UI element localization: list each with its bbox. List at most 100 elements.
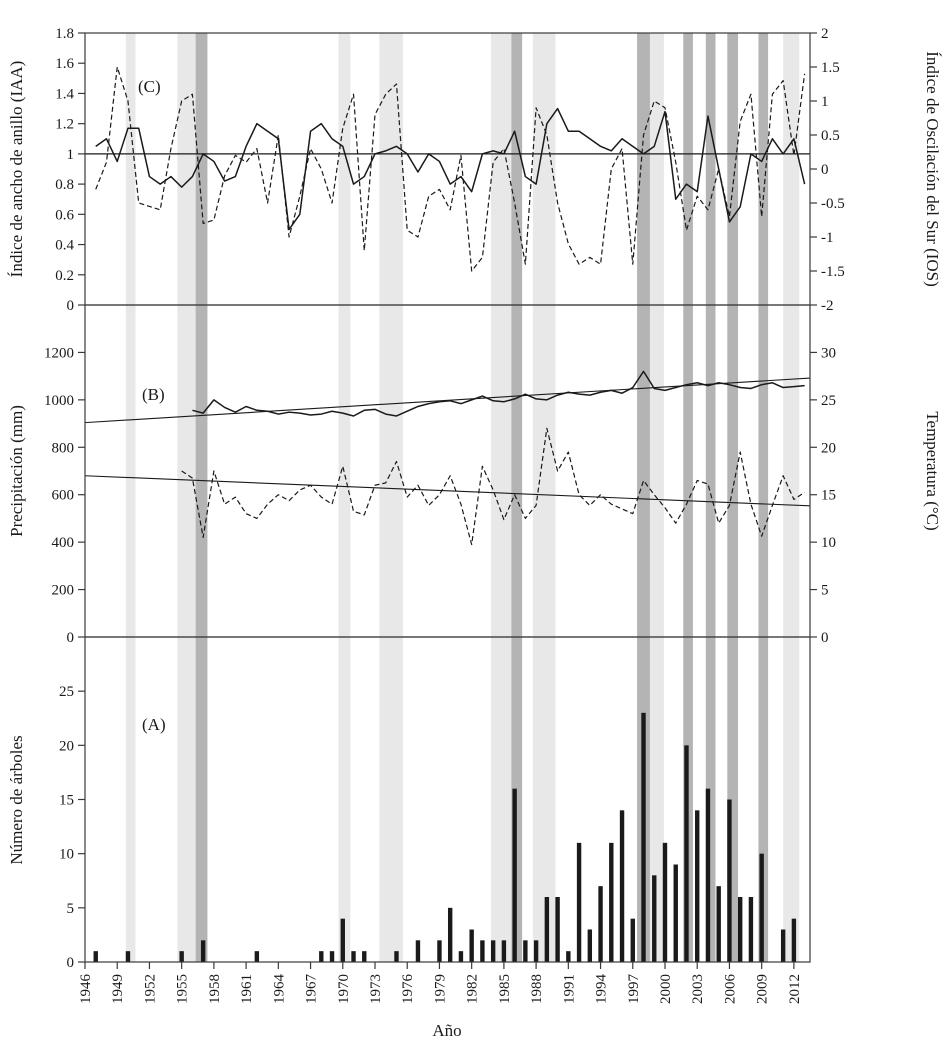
x-tick-label: 1949 [110, 974, 126, 1004]
event-band-dark [758, 33, 769, 962]
tree-count-bar [351, 951, 356, 962]
x-tick-label: 1946 [78, 974, 94, 1005]
tree-count-bar [179, 951, 184, 962]
tree-count-bar [652, 875, 657, 962]
tree-count-bar [716, 886, 721, 962]
x-tick-label: 1958 [207, 974, 223, 1004]
panel-c-label: (C) [138, 77, 161, 96]
tree-count-bar [748, 897, 754, 962]
tree-count-bar [490, 940, 496, 962]
tree-count-bar [727, 799, 732, 962]
tree-count-bar [555, 897, 560, 962]
tree-count-bar [362, 951, 367, 962]
x-tick-label: 1961 [239, 974, 255, 1004]
x-tick-label: 1991 [561, 974, 577, 1004]
x-tick-label: 1982 [465, 974, 481, 1004]
axes-layer: 0 0.2 0.4 0.6 0.8 1 1.2 1.4 1.6 1.8 -2 -1.5 -1 -0.5 0 0… [44, 26, 845, 1004]
y-tick-label: 0.6 [55, 207, 74, 223]
precipitacion-series-line [181, 427, 805, 546]
tree-count-bar [641, 712, 646, 962]
tree-count-bar [759, 853, 764, 962]
x-tick-label: 2009 [755, 974, 771, 1004]
x-tick-label: 1976 [400, 974, 416, 1005]
panel-b-left-axis-title: Precipitación (mm) [7, 405, 26, 537]
tree-count-bar [394, 951, 399, 962]
x-tick-label: 2000 [658, 974, 674, 1004]
panel-b-right-axis-title: Temperatura (°C) [923, 411, 942, 530]
event-band-light [177, 33, 196, 962]
event-band-light [125, 33, 136, 962]
panel-a-left-axis-title: Número de árboles [7, 735, 26, 864]
event-band-dark [727, 33, 739, 962]
event-bands-layer [125, 33, 800, 962]
tree-count-bar [93, 951, 98, 962]
y-tick-label: 1 [821, 94, 829, 110]
y-tick-label: -2 [821, 298, 834, 314]
tree-count-bar [737, 897, 743, 962]
x-tick-label: 1973 [368, 974, 384, 1004]
event-band-light [532, 33, 556, 962]
x-tick-label: 1952 [142, 974, 158, 1004]
y-tick-label: 20 [59, 738, 74, 754]
tree-count-bar [523, 940, 528, 962]
y-tick-label: 1.6 [55, 56, 74, 72]
tree-count-bar [254, 951, 260, 962]
y-tick-label: 15 [59, 793, 74, 809]
tree-count-bar [458, 951, 464, 962]
tree-count-bar [609, 842, 614, 962]
x-tick-label: 2012 [787, 974, 803, 1004]
y-tick-label: 0.2 [55, 268, 74, 284]
y-tick-label: -1 [821, 230, 834, 246]
tree-count-bar [705, 788, 711, 962]
y-tick-label: 1200 [44, 345, 74, 361]
y-tick-label: 0.5 [821, 128, 840, 144]
y-tick-label: 5 [821, 583, 829, 599]
x-tick-label: 1967 [304, 974, 320, 1005]
tree-count-bar [630, 918, 635, 962]
tree-count-bar [447, 907, 453, 962]
tree-count-bar [544, 897, 550, 962]
y-tick-label: -1.5 [821, 264, 845, 280]
panel-c-right-axis-title: Índice de Oscilación del Sur (IOS) [923, 51, 942, 287]
tree-count-bar [501, 940, 507, 962]
tree-count-bar [125, 951, 131, 962]
tree-count-bar [673, 864, 678, 962]
tree-count-bar [480, 940, 485, 962]
tree-count-bar [566, 951, 571, 962]
tree-count-bar [200, 940, 206, 962]
event-band-dark [511, 33, 523, 962]
x-axis-title: Año [432, 1021, 461, 1040]
x-tick-label: 2006 [722, 974, 738, 1005]
y-tick-label: 5 [67, 901, 75, 917]
event-band-light [783, 33, 800, 962]
event-band-dark [705, 33, 716, 962]
y-tick-label: 0 [67, 955, 75, 971]
y-tick-label: 200 [52, 583, 75, 599]
tree-count-bar [319, 951, 324, 962]
tree-count-bar [780, 929, 786, 962]
tree-count-bar [619, 810, 625, 962]
y-tick-label: 15 [821, 488, 836, 504]
y-tick-label: 10 [59, 847, 74, 863]
precipitacion-trend-line [84, 475, 811, 507]
ios-series-line [95, 66, 806, 272]
tree-count-bar [469, 929, 474, 962]
tree-count-bar [512, 788, 517, 962]
y-tick-label: 0 [821, 162, 829, 178]
tree-count-bar [662, 842, 668, 962]
y-tick-label: 1 [67, 147, 75, 163]
panel-b-label: (B) [142, 385, 165, 404]
y-tick-label: 0 [821, 630, 829, 646]
y-tick-label: 1.4 [55, 86, 74, 102]
y-tick-label: 400 [52, 535, 75, 551]
panel-c-left-axis-title: Índice de ancho de anillo (IAA) [7, 61, 26, 278]
y-tick-label: 1.5 [821, 60, 840, 76]
x-tick-label: 1988 [529, 974, 545, 1004]
tree-count-bar [576, 842, 582, 962]
tree-count-bar [684, 745, 689, 962]
x-tick-label: 2003 [690, 974, 706, 1004]
y-tick-label: 30 [821, 345, 836, 361]
event-band-light [491, 33, 512, 962]
